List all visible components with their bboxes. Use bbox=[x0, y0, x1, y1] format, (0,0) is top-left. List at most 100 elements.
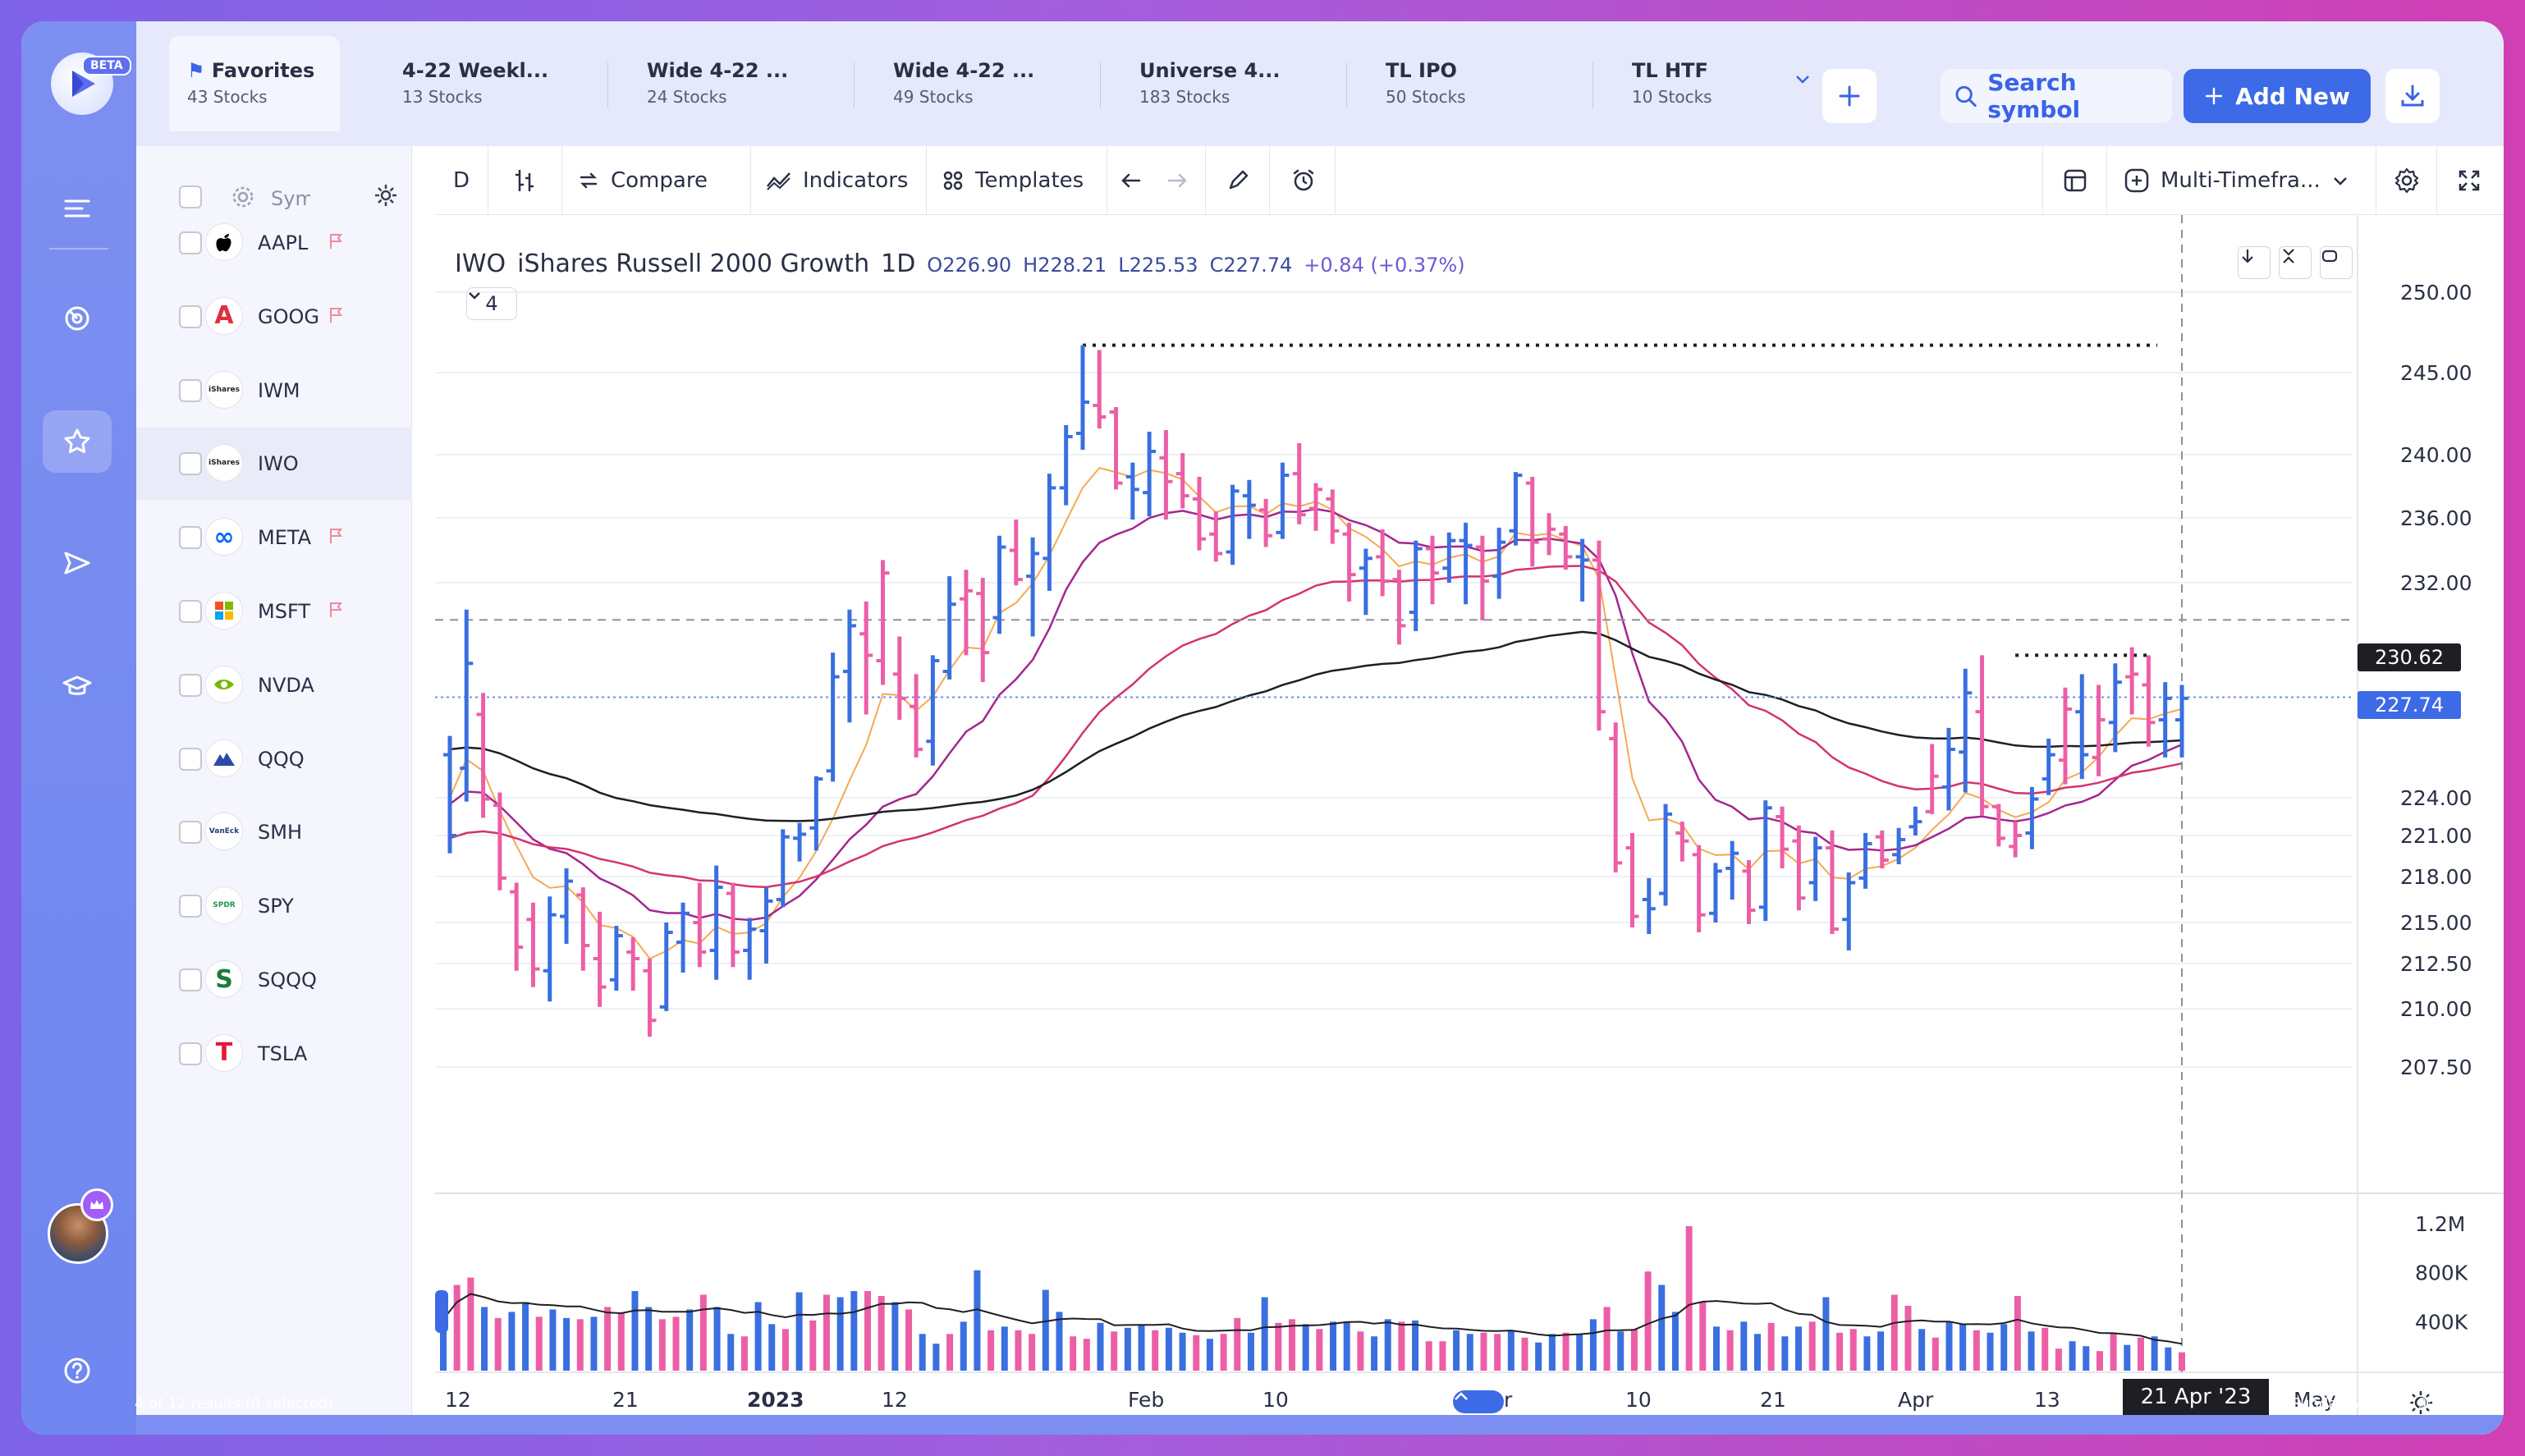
watchlist-tab[interactable]: TL IPO 50 Stocks bbox=[1386, 59, 1466, 107]
flag-icon[interactable] bbox=[327, 305, 346, 325]
interval-button[interactable]: D bbox=[452, 168, 470, 193]
ohlc-bar bbox=[959, 570, 973, 656]
search-symbol-button[interactable]: Search symbol bbox=[1941, 69, 2172, 123]
volume-bar bbox=[1945, 1321, 1953, 1371]
symbol-checkbox[interactable] bbox=[179, 968, 202, 991]
send-icon[interactable] bbox=[43, 532, 112, 594]
watchlist-tab[interactable]: Wide 4-22 ... 24 Stocks bbox=[647, 59, 789, 107]
volume-bar bbox=[1480, 1332, 1487, 1371]
chart-canvas[interactable]: 250.00 245.00 240.00 236.00 232.00 224.00 221.… bbox=[435, 215, 2504, 1417]
symbol-checkbox[interactable] bbox=[179, 600, 202, 623]
symbol-row-meta[interactable]: ∞ META bbox=[136, 501, 412, 574]
symbol-row-tsla[interactable]: T TSLA bbox=[136, 1018, 412, 1090]
symbol-row-qqq[interactable]: QQQ bbox=[136, 723, 412, 795]
radar-icon[interactable] bbox=[43, 287, 112, 350]
ohlc-bar bbox=[1043, 474, 1056, 591]
volume-bar bbox=[1726, 1330, 1734, 1371]
symbol-checkbox[interactable] bbox=[179, 452, 202, 476]
help-icon[interactable] bbox=[43, 1339, 112, 1402]
symbol-checkbox[interactable] bbox=[179, 304, 202, 328]
panel-resize-handle[interactable] bbox=[435, 1290, 448, 1333]
symbol-checkbox[interactable] bbox=[179, 378, 202, 402]
symbol-checkbox[interactable] bbox=[179, 231, 202, 254]
volume-bar bbox=[1630, 1329, 1638, 1371]
ohlc-bar bbox=[1175, 453, 1189, 509]
compare-button[interactable]: Compare bbox=[576, 146, 708, 215]
add-new-label: Add New bbox=[2235, 82, 2350, 110]
chevron-down-icon[interactable] bbox=[1786, 62, 1819, 95]
symbol-row-sqqq[interactable]: S SQQQ bbox=[136, 944, 412, 1016]
chart-type-button[interactable] bbox=[488, 146, 561, 215]
price-chart[interactable]: 250.00 245.00 240.00 236.00 232.00 224.00 221.… bbox=[435, 215, 2504, 1417]
flag-icon[interactable] bbox=[327, 231, 346, 251]
templates-button[interactable]: Templates bbox=[941, 146, 1084, 215]
multi-timeframe-select[interactable]: Multi-Timefra... bbox=[2123, 146, 2350, 215]
select-all-checkbox[interactable] bbox=[179, 185, 202, 208]
watchlist-tab-favorites[interactable]: ⚑ Favorites 43 Stocks bbox=[169, 36, 340, 131]
time-tick-label: May bbox=[2294, 1388, 2336, 1412]
symbol-row-smh[interactable]: VanEck SMH bbox=[136, 796, 412, 868]
volume-bar bbox=[960, 1321, 967, 1371]
menu-icon[interactable] bbox=[43, 177, 112, 240]
time-scroll-handle[interactable] bbox=[1453, 1390, 1504, 1413]
symbol-checkbox[interactable] bbox=[179, 526, 202, 550]
settings-icon[interactable] bbox=[373, 182, 399, 208]
symbol-row-spy[interactable]: SPDR SPY bbox=[136, 870, 412, 942]
download-button[interactable] bbox=[2385, 69, 2440, 123]
symbol-row-iwm[interactable]: iShares IWM bbox=[136, 355, 412, 427]
symbol-checkbox[interactable] bbox=[179, 1042, 202, 1065]
ohlc-bar bbox=[1925, 744, 1939, 814]
download-icon bbox=[2401, 85, 2424, 107]
undo-button[interactable] bbox=[1115, 146, 1148, 215]
fullscreen-button[interactable] bbox=[2451, 146, 2487, 215]
layout-button[interactable] bbox=[2057, 146, 2093, 215]
add-new-button[interactable]: Add New bbox=[2184, 69, 2371, 123]
refresh-button[interactable] bbox=[2320, 246, 2353, 279]
add-watchlist-button[interactable] bbox=[1822, 69, 1877, 123]
collapse-button[interactable] bbox=[2279, 246, 2312, 279]
chart-settings-button[interactable] bbox=[2389, 146, 2425, 215]
flag-icon[interactable] bbox=[327, 526, 346, 546]
symbol-checkbox[interactable] bbox=[179, 895, 202, 918]
gear-icon[interactable] bbox=[230, 184, 256, 210]
time-tick-label: 13 bbox=[2034, 1388, 2060, 1412]
symbol-row-goog[interactable]: A GOOG bbox=[136, 281, 412, 353]
watchlist-tab[interactable]: Universe 4... 183 Stocks bbox=[1139, 59, 1281, 107]
watchlist-tab[interactable]: 4-22 Weekl... 13 Stocks bbox=[402, 59, 549, 107]
time-tick-label: 10 bbox=[1262, 1388, 1289, 1412]
volume-bar bbox=[1754, 1334, 1762, 1371]
sun-icon[interactable] bbox=[2407, 1389, 2435, 1417]
redo-button[interactable] bbox=[1161, 146, 1194, 215]
ohlc-bar bbox=[726, 882, 740, 968]
star-icon[interactable] bbox=[43, 410, 112, 473]
symbol-row-nvda[interactable]: NVDA bbox=[136, 649, 412, 721]
scroll-down-button[interactable] bbox=[2238, 246, 2271, 279]
symbol-ticker: SMH bbox=[258, 821, 302, 845]
volume-bar bbox=[563, 1317, 571, 1371]
flag-icon[interactable] bbox=[327, 600, 346, 620]
indicator-collapse-button[interactable]: 4 bbox=[466, 287, 517, 320]
symbol-row-aapl[interactable]: AAPL bbox=[136, 207, 412, 279]
volume-bar bbox=[1124, 1327, 1131, 1371]
ohlc-bar bbox=[876, 560, 890, 685]
alert-button[interactable] bbox=[1285, 146, 1322, 215]
ohlc-bar bbox=[1592, 540, 1606, 731]
watchlist-tab[interactable]: Wide 4-22 ... 49 Stocks bbox=[893, 59, 1035, 107]
volume-bar bbox=[1822, 1297, 1830, 1371]
symbol-row-iwo[interactable]: iShares IWO bbox=[136, 428, 412, 501]
watchlist-tab[interactable]: TL HTF 10 Stocks bbox=[1632, 59, 1712, 107]
symbol-checkbox[interactable] bbox=[179, 747, 202, 771]
ohlc-bar bbox=[626, 937, 640, 991]
ohlc-bar bbox=[1808, 836, 1822, 901]
graduation-cap-icon[interactable] bbox=[43, 655, 112, 717]
symbol-checkbox[interactable] bbox=[179, 821, 202, 845]
indicators-button[interactable]: Indicators bbox=[765, 146, 908, 215]
volume-bar bbox=[1740, 1321, 1748, 1371]
symbol-row-msft[interactable]: MSFT bbox=[136, 575, 412, 648]
volume-bar bbox=[2179, 1352, 2185, 1371]
footer-date: Sunday, April 23 9:53:26 AM bbox=[2290, 1395, 2502, 1413]
volume-bar bbox=[946, 1334, 954, 1371]
symbol-checkbox[interactable] bbox=[179, 673, 202, 697]
volume-bar bbox=[1288, 1319, 1295, 1371]
draw-button[interactable] bbox=[1220, 146, 1256, 215]
